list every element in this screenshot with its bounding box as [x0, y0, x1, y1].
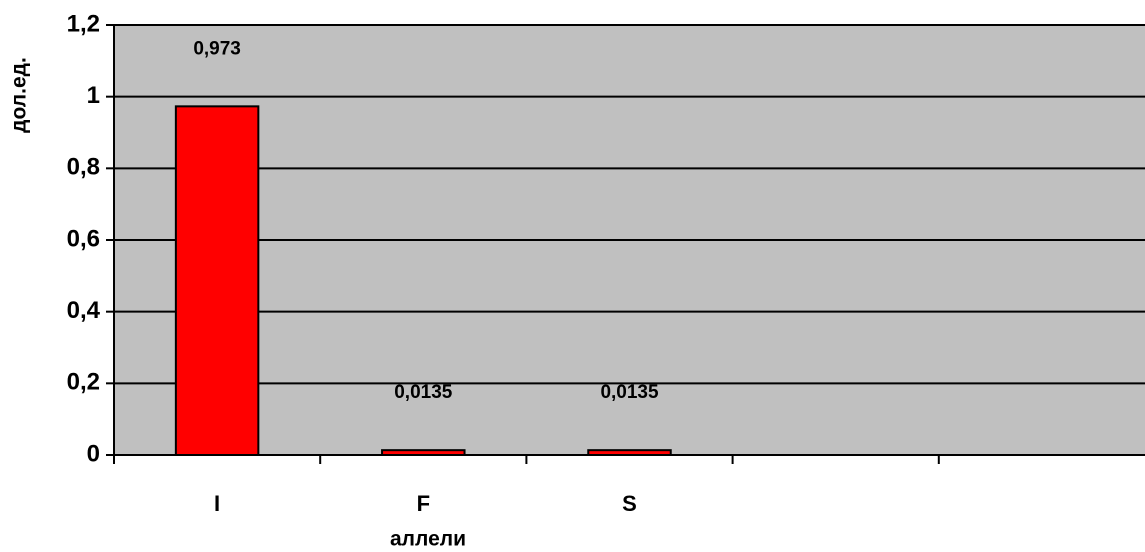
y-tick-label: 0,8 — [67, 154, 100, 181]
y-tick-label: 0,6 — [67, 225, 100, 252]
value-label: 0,0135 — [394, 382, 453, 403]
y-axis-title: дол.ед. — [8, 57, 31, 133]
y-tick-label: 0 — [87, 440, 100, 467]
bar — [381, 449, 466, 457]
value-label: 0,0135 — [600, 382, 659, 403]
y-tick-label: 1,2 — [67, 10, 100, 37]
x-tick-label: F — [417, 491, 430, 516]
value-label: 0,973 — [193, 38, 241, 59]
x-tick-label: S — [622, 491, 637, 516]
y-tick-label: 0,2 — [67, 369, 100, 396]
x-tick-label: I — [214, 491, 220, 516]
bar — [174, 105, 260, 456]
bar — [587, 449, 672, 457]
x-axis-title: аллели — [390, 528, 466, 551]
y-tick-label: 1 — [87, 82, 100, 109]
y-tick-label: 0,4 — [67, 297, 101, 324]
